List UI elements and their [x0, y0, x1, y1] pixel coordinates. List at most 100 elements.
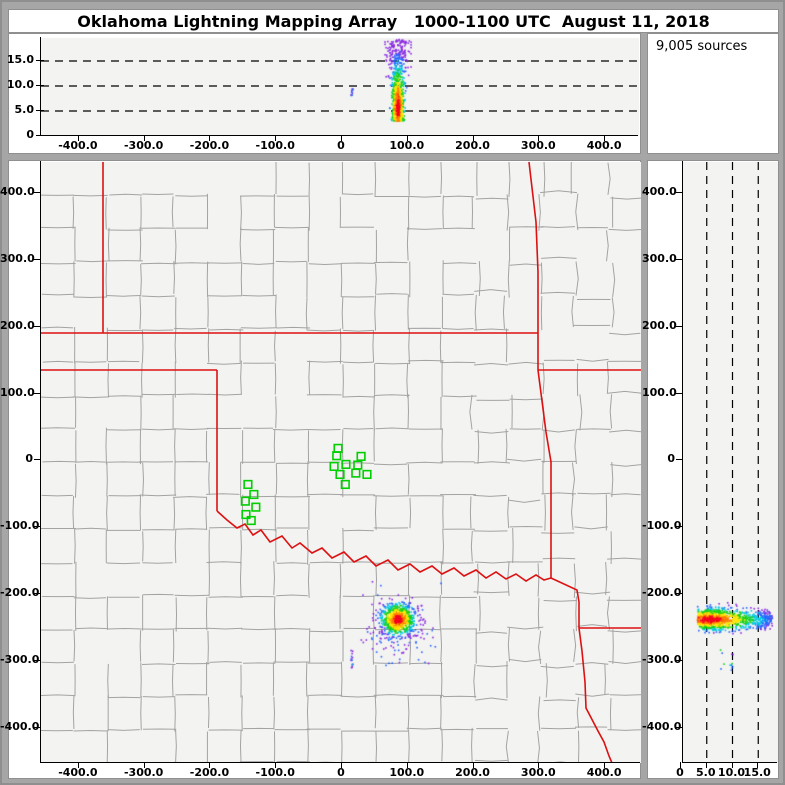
- axis-tick: [34, 659, 40, 661]
- axis-tick: [341, 762, 342, 768]
- axis-tick: [34, 192, 40, 194]
- axis-tick: [538, 762, 540, 768]
- ns-tick-label: 300.0: [642, 252, 677, 265]
- alt-tick-label: 15.0: [6, 53, 34, 66]
- alt-tick-label: 0: [26, 128, 34, 141]
- ew-tick-label: 100.0: [389, 139, 425, 152]
- ew-tick-label: -200.0: [189, 139, 230, 152]
- axis-tick: [34, 526, 40, 528]
- alt-tick-label: 10.0: [717, 766, 746, 779]
- axis-tick: [143, 762, 145, 768]
- altitude-ew-plot[interactable]: [41, 38, 639, 136]
- axis-tick: [676, 726, 682, 728]
- axis-tick: [676, 192, 682, 194]
- altitude-ns-panel: [647, 160, 779, 779]
- axis-tick: [604, 135, 606, 141]
- ew-tick-label: -100.0: [255, 766, 295, 779]
- axis-line: [40, 37, 41, 135]
- ns-tick-label: 200.0: [0, 318, 35, 332]
- ew-tick-label: 200.0: [455, 139, 490, 152]
- ns-tick-label: 400.0: [642, 185, 677, 199]
- ew-tick-label: 200.0: [455, 766, 490, 779]
- axis-tick: [34, 392, 40, 394]
- ns-tick-label: -300.0: [642, 652, 682, 666]
- alt-tick-label: 0: [676, 766, 684, 779]
- alt-tick-label: 5.0: [696, 766, 716, 779]
- ns-tick-label: 400.0: [0, 185, 35, 199]
- ew-tick-label: -400.0: [58, 139, 98, 152]
- axis-tick: [676, 659, 682, 661]
- altitude-ns-points-canvas[interactable]: [683, 162, 778, 763]
- ew-tick-label: 100.0: [389, 766, 425, 779]
- ns-tick-label: 0: [25, 452, 33, 466]
- alt-tick-label: 10.0: [6, 78, 34, 91]
- axis-tick: [705, 762, 707, 768]
- axis-tick: [34, 593, 40, 594]
- ns-tick-label: -200.0: [642, 586, 682, 599]
- axis-tick: [209, 135, 211, 141]
- axis-tick: [36, 60, 44, 61]
- axis-line: [40, 762, 640, 763]
- axis-tick: [731, 762, 733, 768]
- ew-tick-label: 400.0: [586, 139, 622, 152]
- title-bar: Oklahoma Lightning Mapping Array 1000-11…: [8, 9, 779, 33]
- axis-line: [682, 762, 777, 763]
- axis-line: [682, 161, 683, 762]
- ew-tick-label: 400.0: [586, 766, 622, 779]
- axis-tick: [538, 135, 540, 141]
- alt-tick-label: 15.0: [743, 766, 771, 779]
- ns-tick-label: -200.0: [0, 586, 40, 599]
- ew-tick-label: 0: [337, 766, 345, 779]
- axis-tick: [676, 325, 682, 327]
- axis-tick: [676, 259, 682, 260]
- ns-tick-label: -300.0: [0, 652, 40, 666]
- ns-tick-label: 100.0: [642, 385, 677, 399]
- axis-tick: [676, 593, 682, 594]
- axis-tick: [77, 762, 79, 768]
- altitude-ns-plot[interactable]: [683, 162, 778, 763]
- axis-tick: [209, 762, 211, 768]
- ns-tick-label: -100.0: [642, 519, 682, 533]
- ew-tick-label: -200.0: [189, 766, 230, 779]
- axis-tick: [36, 135, 44, 136]
- axis-tick: [36, 110, 44, 111]
- sources-panel: 9,005 sources: [647, 33, 779, 154]
- ns-tick-label: -400.0: [0, 719, 40, 733]
- ew-tick-label: 300.0: [520, 139, 556, 152]
- axis-tick: [341, 135, 342, 141]
- plan-view-plot[interactable]: [41, 162, 641, 763]
- alt-tick-label: 5.0: [14, 103, 35, 116]
- axis-tick: [275, 762, 277, 768]
- ew-tick-label: -400.0: [58, 766, 98, 779]
- axis-tick: [36, 85, 44, 86]
- ew-tick-label: -300.0: [123, 139, 164, 152]
- axis-tick: [77, 135, 79, 141]
- axis-tick: [676, 459, 682, 461]
- ns-tick-label: -400.0: [642, 719, 682, 733]
- axis-tick: [604, 762, 606, 768]
- axis-tick: [34, 325, 40, 327]
- axis-tick: [680, 762, 681, 768]
- window-title: Oklahoma Lightning Mapping Array 1000-11…: [77, 11, 710, 31]
- axis-tick: [406, 762, 408, 768]
- axis-tick: [34, 726, 40, 728]
- axis-tick: [275, 135, 277, 141]
- axis-tick: [143, 135, 145, 141]
- axis-line: [40, 161, 41, 762]
- axis-tick: [406, 135, 408, 141]
- axis-tick: [34, 259, 40, 260]
- ew-tick-label: 300.0: [520, 766, 556, 779]
- axis-tick: [472, 762, 474, 768]
- ew-tick-label: 0: [337, 139, 345, 152]
- sources-count-label: 9,005 sources: [656, 39, 748, 54]
- axis-tick: [676, 392, 682, 394]
- plan-view-panel: [8, 160, 641, 779]
- ew-tick-label: -300.0: [123, 766, 164, 779]
- axis-tick: [757, 762, 759, 768]
- axis-line: [40, 135, 638, 136]
- ns-tick-label: -100.0: [0, 519, 40, 533]
- axis-tick: [34, 459, 40, 461]
- altitude-ew-points-canvas[interactable]: [41, 38, 639, 136]
- plan-view-points-canvas[interactable]: [41, 162, 641, 763]
